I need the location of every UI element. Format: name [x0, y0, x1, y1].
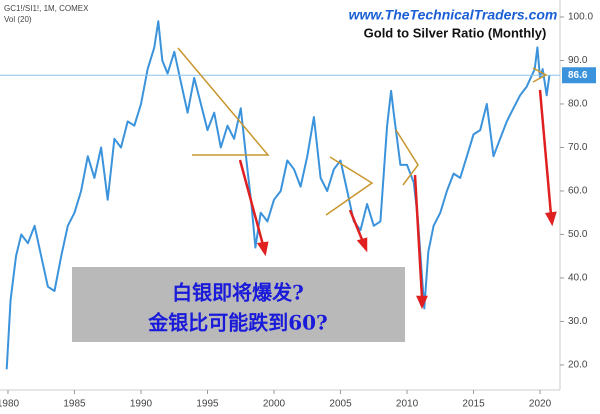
ticks: 20.0 30.0 40.0 50.0 60.0 70.0 80.0 90.0 100.0 198…: [0, 12, 593, 410]
arrow: [413, 174, 424, 299]
y-tick-label: 90.0: [568, 55, 588, 66]
y-tick-label: 50.0: [568, 229, 588, 240]
arrow-head: [256, 241, 269, 257]
arrows: [238, 89, 557, 310]
arrow-head: [356, 237, 368, 253]
x-tick-label: 1990: [130, 399, 153, 410]
arrow: [538, 89, 553, 216]
x-tick-label: 1995: [196, 399, 219, 410]
triangle: [532, 67, 548, 83]
trend-annotations: [177, 47, 548, 216]
x-tick-label: 1980: [0, 399, 20, 410]
chart-title: Gold to Silver Ratio (Monthly): [364, 25, 547, 40]
triangle: [395, 129, 419, 186]
price-tag: [562, 67, 596, 84]
triangle: [177, 47, 270, 156]
annotation-box: [72, 267, 405, 342]
triangle: [325, 156, 374, 216]
arrow: [238, 159, 265, 246]
x-tick-label: 2020: [529, 399, 552, 410]
y-tick-label: 80.0: [568, 99, 588, 110]
website: www.TheTechnicalTraders.com: [349, 7, 558, 23]
x-tick-label: 2000: [263, 399, 286, 410]
price-label: 86.6: [568, 70, 588, 81]
arrow-head: [416, 295, 428, 310]
y-tick-label: 40.0: [568, 273, 588, 284]
x-tick-label: 1985: [63, 399, 86, 410]
x-tick-label: 2005: [329, 399, 352, 410]
ratio-line: [5, 20, 551, 370]
y-tick-label: 30.0: [568, 316, 588, 327]
x-tick-label: 2010: [396, 399, 419, 410]
plot: 86.6: [0, 20, 596, 370]
y-tick-label: 20.0: [568, 360, 588, 371]
x-tick-label: 2015: [462, 399, 485, 410]
symbol: GC1!/SI1!, 1M, COMEX: [4, 4, 89, 13]
annotation-text: 金银比可能跌到60?: [147, 311, 328, 335]
annotation-text: 白银即将爆发?: [172, 281, 304, 305]
y-tick-label: 70.0: [568, 142, 588, 153]
volume-label: Vol (20): [4, 15, 32, 24]
y-tick-label: 60.0: [568, 186, 588, 197]
y-tick-label: 100.0: [568, 12, 593, 23]
arrow: [348, 209, 365, 243]
arrow-head: [545, 211, 557, 227]
